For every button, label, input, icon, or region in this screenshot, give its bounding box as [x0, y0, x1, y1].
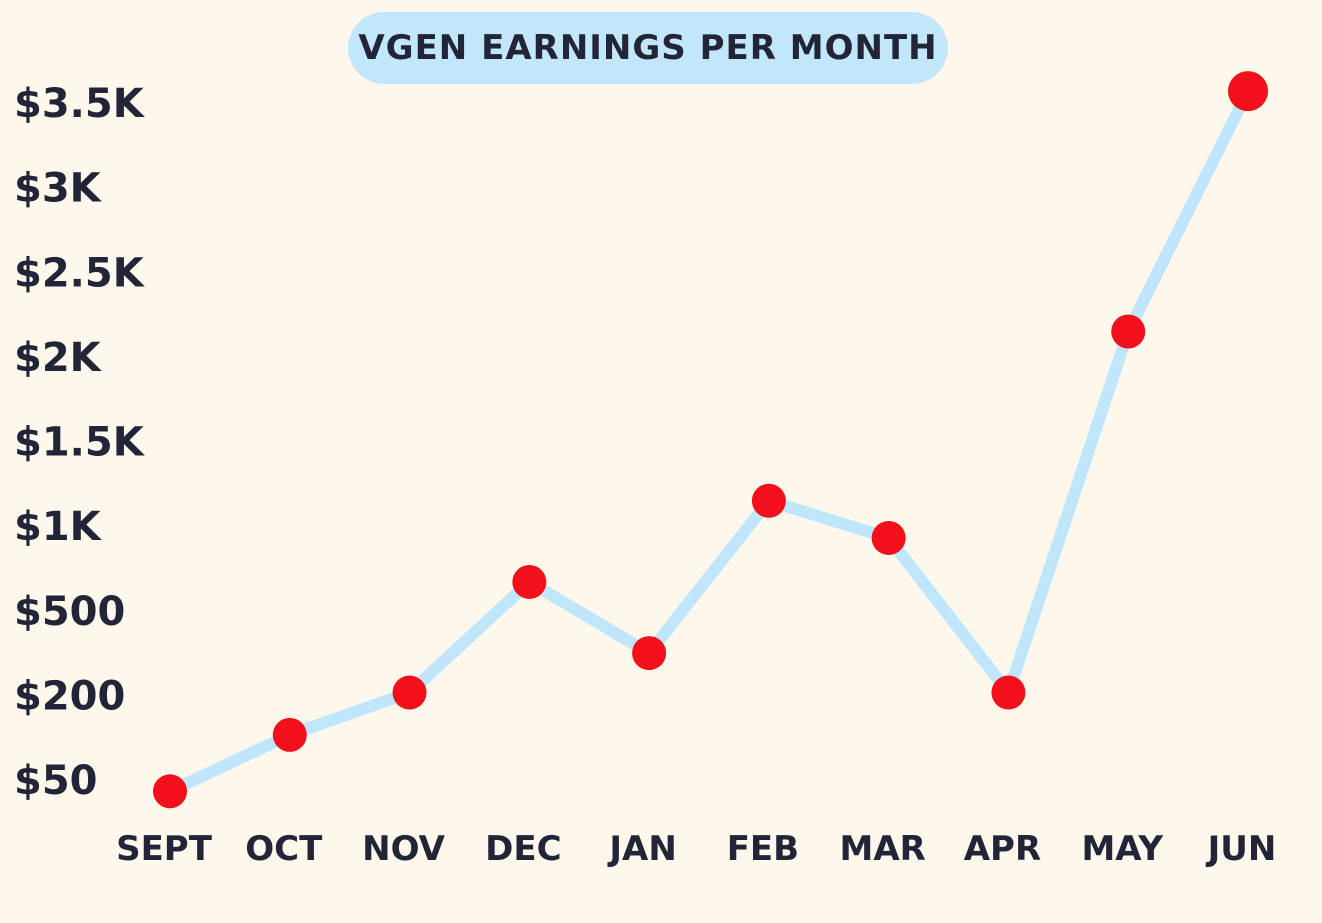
series-line — [164, 85, 1254, 798]
x-tick-label: MAY — [1081, 829, 1163, 869]
y-tick-label: $1.5K — [14, 420, 146, 466]
y-tick-label: $200 — [14, 673, 125, 719]
y-tick-label: $3K — [14, 166, 103, 212]
data-point — [272, 717, 307, 752]
y-tick-label: $2.5K — [14, 250, 146, 296]
x-tick-label: JAN — [607, 829, 676, 869]
data-point — [392, 675, 427, 710]
chart-title: VGEN EARNINGS PER MONTH — [358, 28, 938, 68]
y-tick-label: $500 — [14, 589, 125, 635]
data-point — [1228, 71, 1268, 112]
x-tick-label: JUN — [1206, 829, 1277, 869]
y-tick-label: $1K — [14, 504, 103, 550]
x-tick-label: OCT — [245, 829, 323, 869]
data-point — [751, 483, 786, 518]
data-point — [1111, 314, 1146, 349]
x-tick-label: DEC — [485, 829, 561, 869]
data-point — [632, 636, 667, 671]
y-tick-label: $3.5K — [14, 81, 146, 127]
x-tick-label: NOV — [362, 829, 445, 869]
chart-title-pill: VGEN EARNINGS PER MONTH — [348, 12, 948, 84]
data-point — [512, 564, 547, 599]
x-tick-label: FEB — [727, 829, 799, 869]
data-point — [871, 520, 906, 555]
y-tick-label: $50 — [14, 758, 98, 804]
x-tick-label: SEPT — [116, 829, 213, 869]
data-point — [991, 675, 1026, 710]
data-point — [153, 774, 187, 809]
x-tick-label: MAR — [840, 829, 926, 869]
x-tick-label: APR — [964, 829, 1041, 869]
y-tick-label: $2K — [14, 335, 103, 381]
